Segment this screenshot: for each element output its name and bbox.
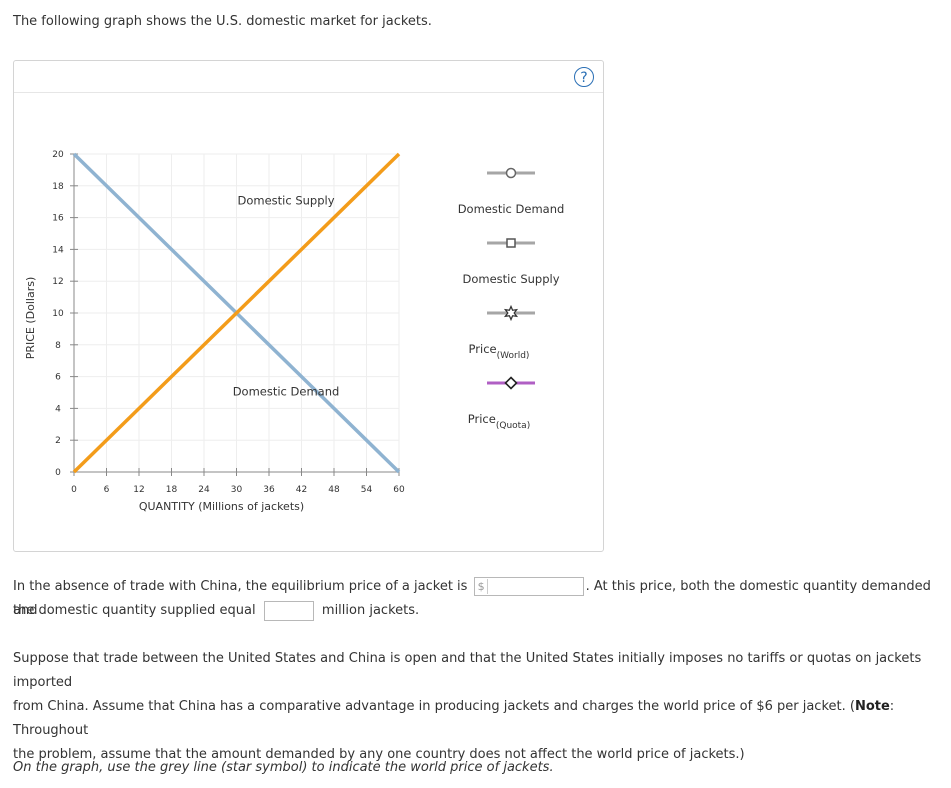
question-1-text-d: million jackets. <box>321 603 420 618</box>
x-tick-label: 30 <box>231 485 243 495</box>
x-tick-label: 24 <box>198 485 210 495</box>
y-tick-label: 10 <box>52 309 64 319</box>
graph-instruction: On the graph, use the grey line (star sy… <box>13 760 554 775</box>
curve-label: Domestic Supply <box>237 194 334 208</box>
y-tick-label: 12 <box>52 277 63 287</box>
diamond-marker-icon[interactable] <box>504 376 518 390</box>
equilibrium-price-input[interactable] <box>488 581 579 597</box>
y-tick-label: 0 <box>55 468 61 478</box>
note-label: Note <box>854 699 890 714</box>
tool-diamond-3[interactable]: Price(Quota) <box>468 376 535 432</box>
y-tick-label: 8 <box>55 341 61 351</box>
paragraph-line-2: from China. Assume that China has a comp… <box>13 699 895 738</box>
y-tick-label: 16 <box>52 214 64 224</box>
star-marker-icon[interactable] <box>503 304 519 322</box>
x-tick-label: 60 <box>393 485 405 495</box>
x-tick-label: 6 <box>104 485 110 495</box>
x-axis-label: QUANTITY (Millions of jackets) <box>139 500 304 513</box>
help-icon[interactable]: ? <box>574 67 594 87</box>
x-tick-label: 48 <box>328 485 340 495</box>
y-tick-label: 14 <box>52 245 64 255</box>
x-tick-label: 18 <box>166 485 178 495</box>
tool-circle-0[interactable]: Domestic Demand <box>458 167 565 217</box>
tool-label: Price(World) <box>469 342 530 361</box>
y-tick-label: 4 <box>55 404 61 414</box>
graph-panel: ? 0 6 12 18 24 30 36 42 48 54 60 0 2 4 6 8 10 12 14 16 18 20 Q… <box>13 60 604 552</box>
tool-square-1[interactable]: Domestic Supply <box>462 238 560 286</box>
tool-label: Price(Quota) <box>468 412 530 431</box>
tool-star-2[interactable]: Price(World) <box>469 304 535 362</box>
curve-label: Domestic Demand <box>233 385 340 399</box>
equilibrium-price-field[interactable]: $ <box>473 577 584 597</box>
series-line-domestic-supply[interactable] <box>72 152 401 474</box>
question-1-text-c: the domestic quantity supplied equal <box>13 603 256 618</box>
x-tick-label: 54 <box>361 485 373 495</box>
paragraph-line-3: the problem, assume that the amount dema… <box>13 747 745 762</box>
x-tick-label: 42 <box>296 485 307 495</box>
question-1-text-b: . At this price, both the domestic quant… <box>13 579 931 618</box>
circle-marker-icon[interactable] <box>505 167 517 179</box>
question-1-line-2: the domestic quantity supplied equal mil… <box>13 599 419 623</box>
square-marker-icon[interactable] <box>506 238 516 248</box>
y-tick-label: 6 <box>55 373 61 383</box>
question-1-line-1: In the absence of trade with China, the … <box>13 575 938 623</box>
paragraph-line-1: Suppose that trade between the United St… <box>13 651 922 690</box>
y-axis-label: PRICE (Dollars) <box>24 277 37 360</box>
y-tick-label: 2 <box>55 436 61 446</box>
tool-label: Domestic Supply <box>462 272 559 286</box>
currency-symbol: $ <box>478 579 488 594</box>
graph-toolbar: ? <box>14 61 603 93</box>
economics-graph[interactable]: 0 6 12 18 24 30 36 42 48 54 6002468101214161820QUA… <box>14 61 603 551</box>
trade-paragraph: Suppose that trade between the United St… <box>13 647 938 767</box>
x-tick-label: 36 <box>263 485 275 495</box>
tool-label: Domestic Demand <box>458 202 565 216</box>
intro-text: The following graph shows the U.S. domes… <box>13 14 432 29</box>
x-tick-label: 12 <box>133 485 144 495</box>
y-tick-label: 20 <box>52 150 64 160</box>
x-tick-label: 0 <box>71 485 77 495</box>
y-tick-label: 18 <box>52 182 64 192</box>
question-1-text-a: In the absence of trade with China, the … <box>13 579 468 594</box>
equilibrium-quantity-field[interactable] <box>263 600 314 622</box>
equilibrium-quantity-input[interactable] <box>264 603 313 622</box>
